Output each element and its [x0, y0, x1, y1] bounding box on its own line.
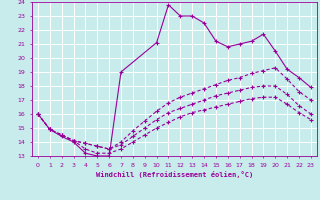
X-axis label: Windchill (Refroidissement éolien,°C): Windchill (Refroidissement éolien,°C): [96, 171, 253, 178]
